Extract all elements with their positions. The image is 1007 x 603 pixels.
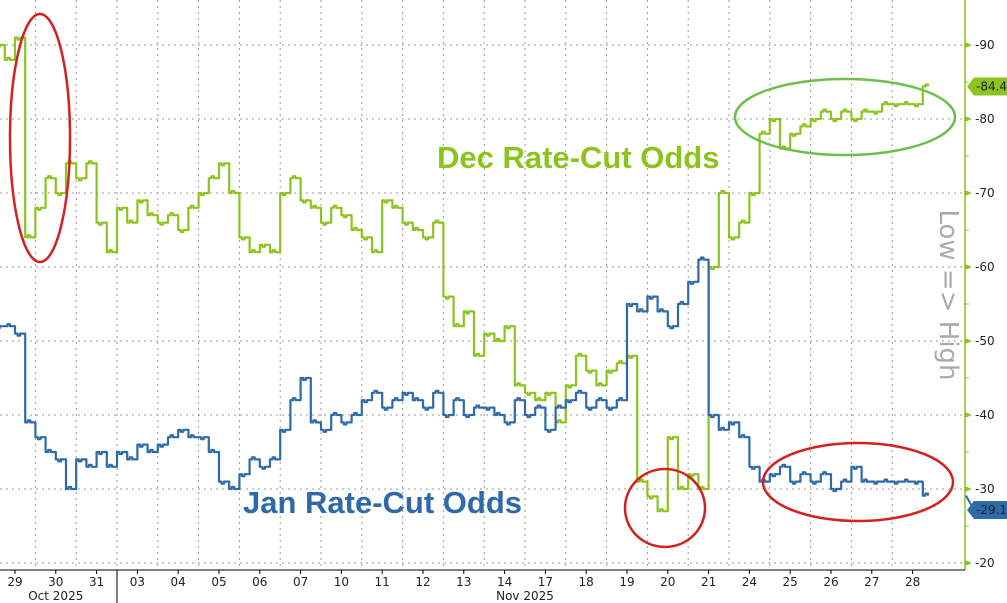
y-tick-marker (965, 42, 972, 48)
month-label-nov: Nov 2025 (496, 589, 554, 603)
x-tick-label: 24 (742, 575, 757, 589)
x-tick-label: 11 (375, 575, 390, 589)
y-tick-marker (965, 116, 972, 122)
y-tick-marker (965, 190, 972, 196)
jan-series-line (0, 256, 929, 497)
jan-series-label: Jan Rate-Cut Odds (243, 485, 523, 520)
y-tick-marker (965, 264, 972, 270)
x-tick-label: 05 (211, 575, 226, 589)
x-tick-label: 06 (252, 575, 267, 589)
x-tick-label: 04 (171, 575, 186, 589)
x-tick-label: 12 (415, 575, 430, 589)
y-tick-marker (965, 560, 972, 566)
x-tick-label: 31 (89, 575, 104, 589)
x-tick-label: 03 (130, 575, 145, 589)
dec-series-label: Dec Rate-Cut Odds (437, 140, 720, 175)
highlight-ellipse-dec-recent (733, 77, 957, 157)
x-tick-label: 19 (619, 575, 634, 589)
dec-last-value-badge (967, 77, 1007, 96)
dec-last-value: -84.4 (976, 79, 1007, 93)
x-tick-label: 18 (579, 575, 594, 589)
x-tick-label: 28 (905, 575, 920, 589)
x-tick-label: 21 (701, 575, 716, 589)
y-tick-label: -70 (975, 186, 995, 200)
jan-last-value-badge (967, 501, 1007, 519)
highlight-ellipse-nov20 (623, 467, 707, 549)
x-tick-label: 17 (538, 575, 553, 589)
y-tick-marker (965, 412, 972, 418)
highlight-ellipse-jan-recent (761, 441, 955, 523)
highlight-ellipse-oct29 (8, 12, 72, 264)
x-tick-label: 13 (456, 575, 471, 589)
x-tick-label: 25 (783, 575, 798, 589)
x-tick-label: 14 (497, 575, 512, 589)
y-tick-label: -50 (975, 334, 995, 348)
x-tick-label: 26 (823, 575, 838, 589)
x-tick-label: 10 (334, 575, 349, 589)
x-tick-label: 27 (864, 575, 879, 589)
dec-series-line (0, 36, 929, 513)
y-tick-label: -20 (975, 556, 995, 570)
jan-last-value: -29.1 (976, 503, 1007, 517)
x-tick-label: 29 (7, 575, 22, 589)
y-tick-label: -30 (975, 482, 995, 496)
y-tick-label: -80 (975, 112, 995, 126)
x-tick-label: 30 (48, 575, 63, 589)
y-axis-title: Low => High (933, 209, 963, 381)
y-tick-marker (965, 338, 972, 344)
y-tick-label: -90 (975, 38, 995, 52)
x-tick-label: 20 (660, 575, 675, 589)
y-tick-marker (965, 486, 972, 492)
month-label-oct: Oct 2025 (28, 589, 83, 603)
x-tick-label: 07 (293, 575, 308, 589)
y-tick-label: -40 (975, 408, 995, 422)
y-tick-label: -60 (975, 260, 995, 274)
